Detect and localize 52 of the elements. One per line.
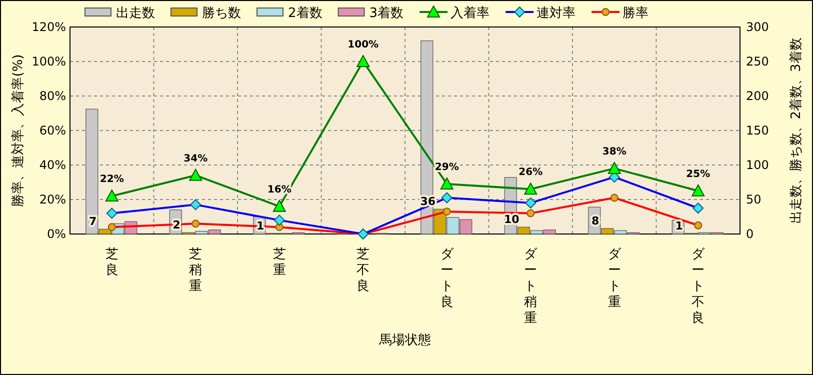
legend-label: 勝率 (622, 5, 649, 21)
point (356, 55, 370, 67)
point (524, 182, 538, 195)
data-label: 10 (504, 213, 520, 226)
point (692, 184, 705, 196)
y-axis-title: 勝率、連対率、入着率(%) (10, 54, 26, 207)
x-tick-label: ダート不良 (692, 247, 706, 326)
x-tick-label: 芝不良 (356, 247, 370, 294)
point (105, 190, 118, 202)
data-label: 36 (420, 195, 436, 208)
y2-tick-label: 250 (746, 54, 769, 68)
data-label: 38% (602, 146, 626, 158)
legend-label: 出走数 (116, 6, 155, 21)
legend-label: 勝ち数 (202, 6, 241, 21)
x-tick-label: 芝良 (105, 247, 118, 278)
data-label: 1 (675, 219, 683, 232)
legend-label: 連対率 (536, 5, 576, 21)
y-tick-label: 100% (32, 54, 66, 68)
y2-tick-label: 100 (746, 158, 769, 172)
y2-tick-label: 0 (746, 227, 754, 241)
data-label: 100% (348, 40, 379, 50)
point (189, 168, 202, 181)
data-label: 26% (518, 167, 543, 178)
point (608, 162, 621, 174)
x-tick-label: ダート稍重 (524, 247, 538, 326)
y2-tick-label: 300 (746, 20, 769, 34)
x-tick-label: ダート良 (440, 247, 454, 310)
data-label: 8 (592, 214, 600, 228)
point (272, 200, 286, 212)
x-tick-label: 芝稍重 (189, 247, 202, 294)
data-label: 22% (100, 174, 124, 186)
x-tick-label: ダート重 (608, 247, 622, 310)
y-tick-label: 80% (39, 89, 66, 103)
legend-label: 入着率 (450, 5, 490, 21)
x-axis-title: 馬場状態 (378, 333, 431, 348)
y-tick-label: 120% (32, 20, 66, 34)
data-label: 29% (434, 162, 459, 173)
x-tick-label: 芝重 (272, 247, 286, 278)
legend-label: 3着数 (369, 5, 404, 21)
y2-tick-label: 150 (746, 124, 769, 138)
point (440, 177, 454, 190)
y2-tick-label: 200 (746, 89, 769, 103)
legend-label: 2着数 (288, 5, 322, 21)
data-label: 34% (184, 153, 208, 164)
y2-tick-label: 50 (746, 192, 762, 206)
data-label: 25% (686, 168, 710, 180)
y-tick-label: 60% (39, 124, 66, 138)
y2-axis-title: 出走数、勝ち数、2着数、3着数 (788, 38, 804, 224)
y-tick-label: 20% (39, 192, 66, 206)
y-tick-label: 0% (46, 227, 66, 241)
data-label: 7 (89, 215, 97, 228)
y-tick-label: 40% (39, 158, 66, 172)
